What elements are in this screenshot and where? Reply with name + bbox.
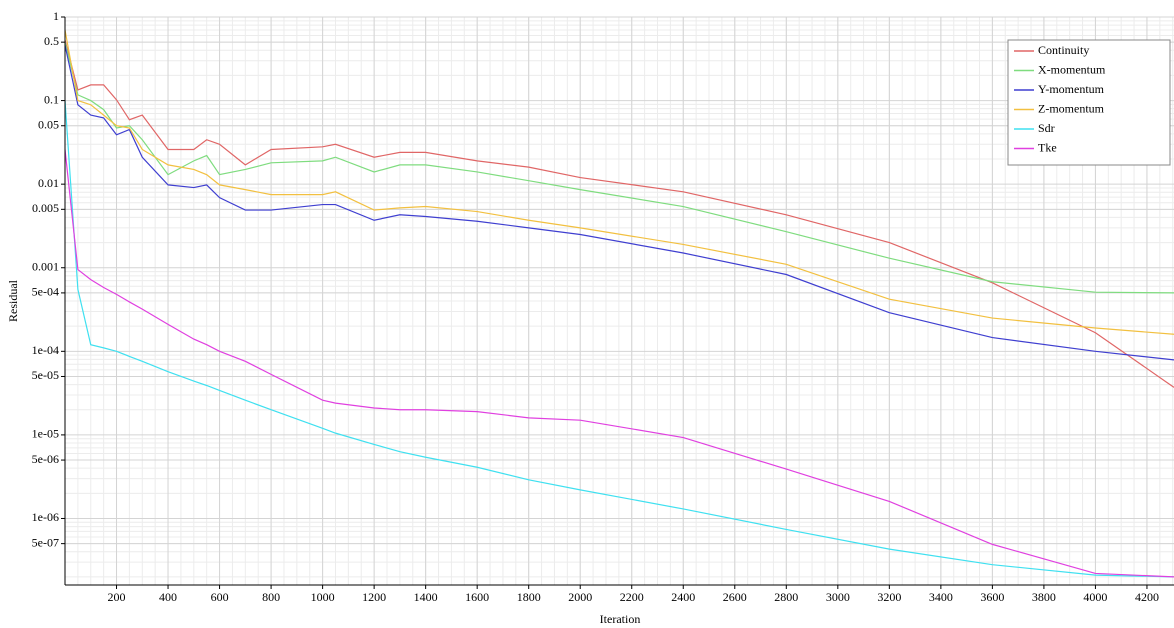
y-tick-label: 0.05 [38,117,59,131]
grid [65,16,1174,585]
x-tick-label: 3800 [1032,590,1056,604]
y-tick-label: 1e-04 [32,343,59,357]
series-line [65,39,1174,388]
legend-label: Z-momentum [1038,101,1105,115]
series-line [65,100,1174,578]
legend-box [1007,39,1171,166]
y-tick-label: 0.005 [32,201,59,215]
x-tick-label: 2600 [723,590,747,604]
x-tick-label: 1400 [414,590,438,604]
legend: Continuity X-momentum Y-momentum Z-momentum… [1007,39,1171,166]
y-tick-label: 0.1 [44,92,59,106]
y-tick-label: 0.5 [44,34,59,48]
x-tick-label: 1000 [311,590,335,604]
x-tick-label: 3000 [826,590,850,604]
legend-label: Tke [1038,140,1057,154]
x-tick-label: 4000 [1083,590,1107,604]
y-tick-label: 1 [53,9,59,23]
x-tick-label: 2400 [671,590,695,604]
x-tick-label: 1600 [465,590,489,604]
y-tick-label: 0.01 [38,176,59,190]
x-tick-label: 1200 [362,590,386,604]
x-tick-label: 200 [108,590,126,604]
y-axis-label: Residual [6,279,20,322]
y-tick-label: 1e-05 [32,427,59,441]
y-tick-label: 5e-06 [32,452,59,466]
x-tick-label: 1800 [517,590,541,604]
x-tick-label: 2000 [568,590,592,604]
legend-label: X-momentum [1038,62,1106,76]
x-tick-label: 800 [262,590,280,604]
legend-label: Continuity [1038,43,1089,57]
legend-label: Y-momentum [1038,82,1105,96]
x-tick-label: 3400 [929,590,953,604]
y-tick-label: 5e-07 [32,535,59,549]
series-line [65,45,1174,361]
x-tick-label: 2800 [774,590,798,604]
x-tick-label: 400 [159,590,177,604]
x-axis-label: Iteration [600,612,641,626]
legend-label: Sdr [1038,121,1055,135]
y-tick-label: 0.001 [32,259,59,273]
y-tick-label: 5e-05 [32,368,59,382]
series-line [65,42,1174,294]
axes: 1 0.5 0.1 0.05 0.01 0.005 0.001 5e-04 1e-04 5e-05… [32,9,1174,604]
x-tick-label: 4200 [1135,590,1159,604]
plot-lines [65,29,1174,578]
y-tick-label: 1e-06 [32,510,59,524]
series-line [65,29,1174,335]
series-line [65,149,1174,578]
y-tick-label: 5e-04 [32,285,59,299]
x-tick-label: 600 [211,590,229,604]
x-tick-label: 2200 [620,590,644,604]
x-tick-label: 3600 [980,590,1004,604]
x-tick-label: 3200 [877,590,901,604]
